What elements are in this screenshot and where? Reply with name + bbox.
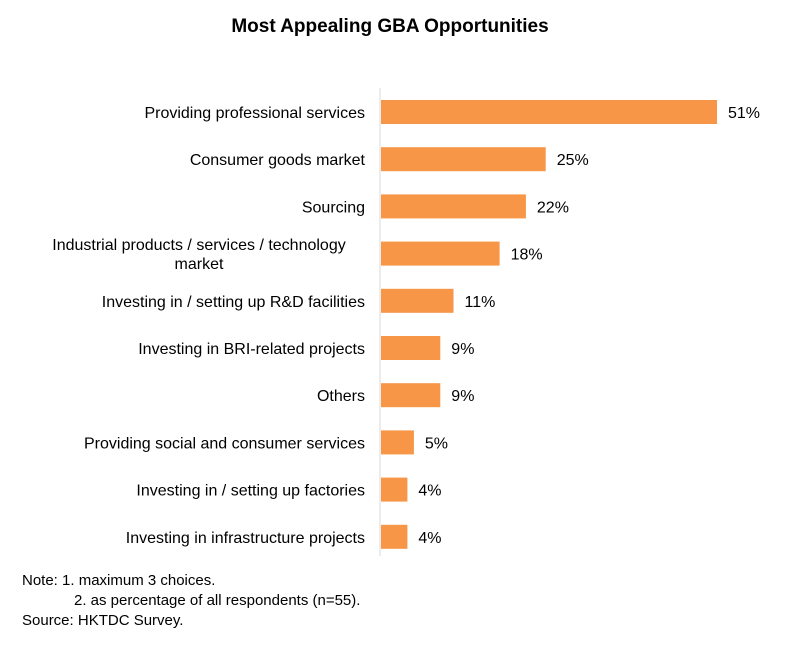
category-label: Investing in / setting up R&D facilities bbox=[102, 294, 365, 311]
category-label: Providing social and consumer services bbox=[84, 435, 365, 452]
value-label: 11% bbox=[465, 294, 496, 311]
category-label: Investing in BRI-related projects bbox=[138, 341, 365, 358]
bar bbox=[381, 430, 414, 455]
value-label: 4% bbox=[418, 483, 441, 500]
category-label: Consumer goods market bbox=[190, 152, 366, 169]
chart-title: Most Appealing GBA Opportunities bbox=[231, 16, 549, 37]
source-line: Source: HKTDC Survey. bbox=[22, 612, 184, 629]
value-label: 25% bbox=[557, 152, 589, 169]
category-label: Providing professional services bbox=[144, 105, 365, 122]
value-label: 9% bbox=[451, 341, 474, 358]
note-line-2: 2. as percentage of all respondents (n=5… bbox=[74, 592, 361, 609]
value-label: 22% bbox=[537, 199, 569, 216]
value-label: 18% bbox=[511, 247, 543, 264]
category-label: Others bbox=[317, 388, 365, 405]
bars-group: 51% Providing professional services 25% Con… bbox=[52, 100, 760, 549]
bar bbox=[381, 100, 717, 124]
category-label: Industrial products / services / technol… bbox=[52, 237, 345, 254]
value-label: 5% bbox=[425, 435, 448, 452]
category-label: Investing in infrastructure projects bbox=[126, 530, 365, 547]
bar bbox=[381, 194, 526, 219]
category-label: Investing in / setting up factories bbox=[136, 483, 365, 500]
bar bbox=[381, 288, 454, 313]
bar bbox=[381, 241, 500, 266]
bar bbox=[381, 383, 441, 408]
category-label: Sourcing bbox=[302, 199, 365, 216]
bar bbox=[381, 524, 408, 549]
note-line-1: Note: 1. maximum 3 choices. bbox=[22, 572, 216, 589]
category-label: market bbox=[175, 256, 224, 273]
value-label: 4% bbox=[418, 530, 441, 547]
bar bbox=[381, 477, 408, 502]
value-label: 51% bbox=[728, 105, 760, 122]
value-label: 9% bbox=[451, 388, 474, 405]
bar bbox=[381, 336, 441, 360]
chart-notes: Note: 1. maximum 3 choices. 2. as percen… bbox=[22, 571, 360, 631]
bar bbox=[381, 147, 546, 172]
